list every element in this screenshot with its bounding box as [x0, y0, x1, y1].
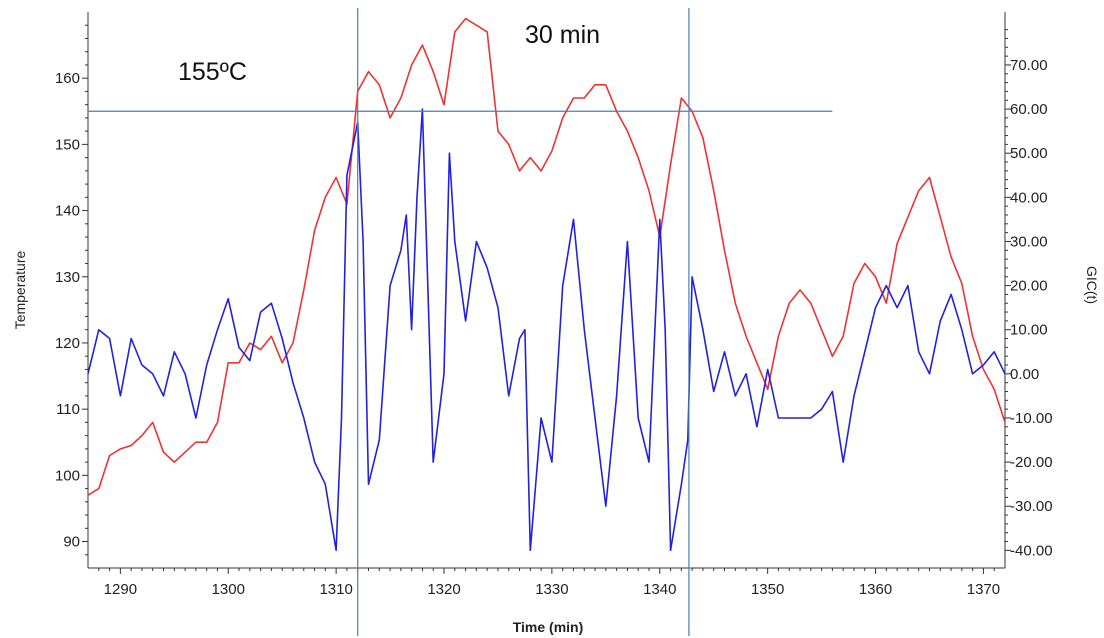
x-tick-label: 1330	[535, 581, 568, 598]
y-right-ticks: -40.00 -30.00 -20.00 -10.00 0.00 10.00 20.00 30…	[1005, 29, 1053, 559]
y-right-tick-label: 0.00	[1010, 366, 1039, 383]
y-right-tick-label: -20.00	[1010, 454, 1053, 471]
y-right-tick-label: 30.00	[1010, 233, 1048, 250]
y-left-tick-label: 150	[55, 136, 80, 153]
y-right-tick-label: 10.00	[1010, 322, 1048, 339]
x-tick-label: 1370	[967, 581, 1000, 598]
x-tick-label: 1290	[104, 581, 137, 598]
y-left-tick-label: 160	[55, 70, 80, 87]
x-tick-label: 1340	[643, 581, 676, 598]
y-left-tick-label: 120	[55, 335, 80, 352]
x-axis-title: Time (min)	[513, 619, 584, 635]
x-tick-label: 1350	[751, 581, 784, 598]
y-right-tick-label: -30.00	[1010, 498, 1053, 515]
x-ticks: 1290 1300 1310 1320 1330 1340 1350 1360 1370	[98, 568, 1000, 598]
y-axis-right-title: GIC(t)	[1084, 266, 1100, 304]
y-right-tick-label: 40.00	[1010, 189, 1048, 206]
y-left-tick-label: 140	[55, 203, 80, 220]
y-left-tick-label: 90	[63, 534, 80, 551]
temperature-series-line	[87, 17, 1006, 496]
y-axis-left-title: Temperature	[12, 250, 28, 329]
y-left-ticks: 90 100 110 120 130 140 150 160	[55, 24, 88, 556]
y-right-tick-label: 70.00	[1010, 57, 1048, 74]
y-right-tick-label: -10.00	[1010, 410, 1053, 427]
x-tick-label: 1360	[859, 581, 892, 598]
series-layer	[87, 17, 1006, 552]
duration-annotation: 30 min	[525, 21, 600, 49]
y-left-tick-label: 100	[55, 467, 80, 484]
x-tick-label: 1320	[427, 581, 460, 598]
reference-layer	[88, 8, 833, 636]
x-tick-label: 1310	[319, 581, 352, 598]
x-tick-label: 1300	[212, 581, 245, 598]
y-left-tick-label: 130	[55, 269, 80, 286]
y-right-tick-label: -40.00	[1010, 542, 1053, 559]
y-right-tick-label: 60.00	[1010, 101, 1048, 118]
y-right-tick-label: 50.00	[1010, 145, 1048, 162]
y-left-tick-label: 110	[56, 401, 80, 418]
temperature-annotation: 155ºC	[178, 58, 247, 86]
y-right-tick-label: 20.00	[1010, 278, 1048, 295]
gic-series-line	[87, 108, 1006, 552]
